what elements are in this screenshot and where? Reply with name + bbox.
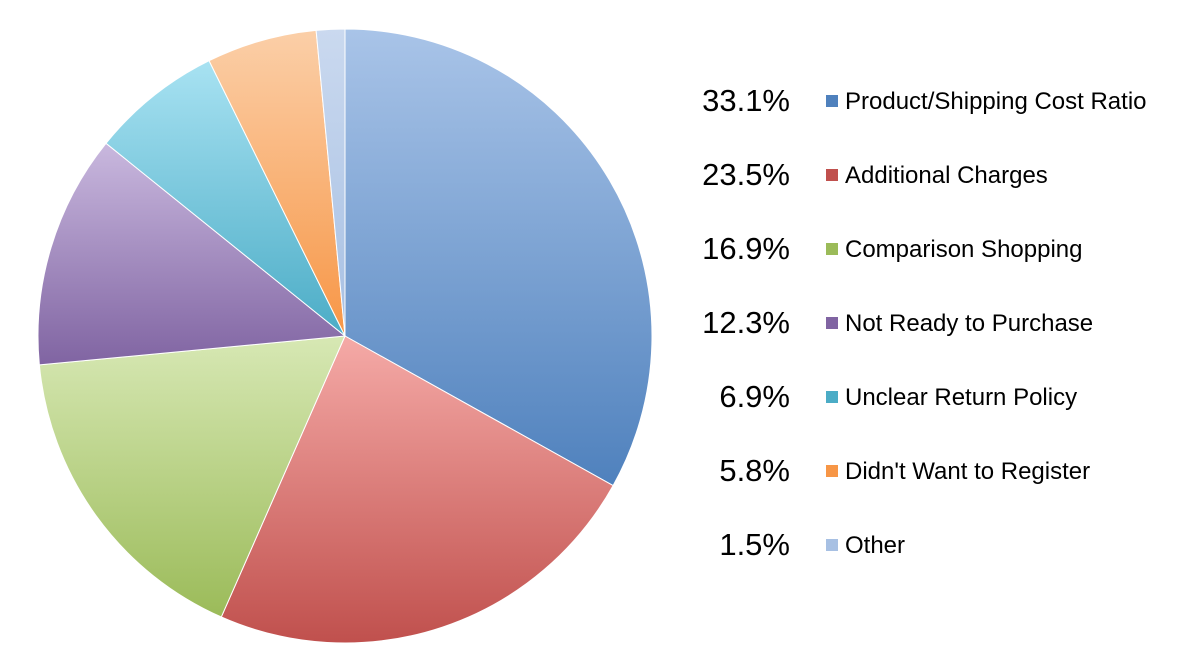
pie-slice-additional-charges — [220, 335, 614, 644]
pie-slice-product-shipping-cost-ratio — [344, 28, 653, 487]
pie-slice-comparison-shopping — [38, 335, 346, 618]
legend-label-comparison-shopping: Comparison Shopping — [845, 236, 1082, 263]
pie-slice-not-ready-to-purchase — [37, 142, 347, 366]
pie-slice-unclear-return-policy — [105, 60, 346, 337]
legend-swatch-additional-charges — [826, 169, 838, 181]
percentage-label-other: 1.5% — [719, 527, 790, 562]
percentage-label-didn-t-want-to-register: 5.8% — [719, 453, 790, 488]
legend-label-unclear-return-policy: Unclear Return Policy — [845, 384, 1077, 411]
legend-label-product-shipping-cost-ratio: Product/Shipping Cost Ratio — [845, 88, 1147, 115]
legend-swatch-not-ready-to-purchase — [826, 317, 838, 329]
pie-slices — [37, 28, 653, 644]
percentage-label-additional-charges: 23.5% — [702, 157, 790, 192]
percentage-label-comparison-shopping: 16.9% — [702, 231, 790, 266]
percentage-label-product-shipping-cost-ratio: 33.1% — [702, 83, 790, 118]
legend-swatch-unclear-return-policy — [826, 391, 838, 403]
legend-label-not-ready-to-purchase: Not Ready to Purchase — [845, 310, 1093, 337]
legend: 33.1% Product/Shipping Cost Ratio 23.5% Add… — [702, 83, 1146, 562]
percentage-label-unclear-return-policy: 6.9% — [719, 379, 790, 414]
legend-swatch-product-shipping-cost-ratio — [826, 95, 838, 107]
legend-swatch-other — [826, 539, 838, 551]
legend-label-additional-charges: Additional Charges — [845, 162, 1048, 189]
legend-swatch-comparison-shopping — [826, 243, 838, 255]
legend-label-didn-t-want-to-register: Didn't Want to Register — [845, 458, 1090, 485]
legend-label-other: Other — [845, 532, 905, 559]
legend-swatch-didn-t-want-to-register — [826, 465, 838, 477]
pie-slice-other — [315, 28, 346, 337]
percentage-label-not-ready-to-purchase: 12.3% — [702, 305, 790, 340]
